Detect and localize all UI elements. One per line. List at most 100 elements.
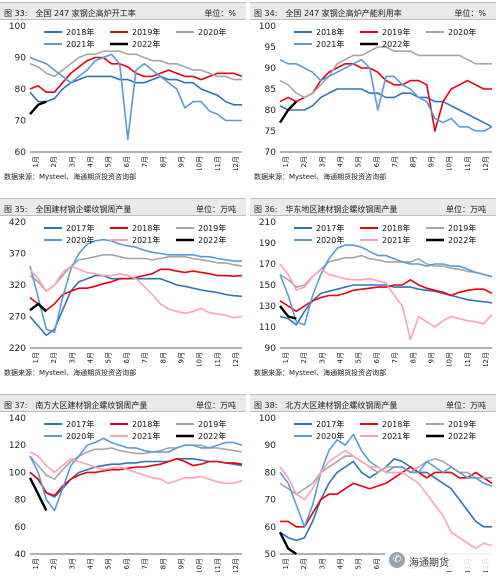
x-tick-label: 11月: [464, 352, 472, 366]
series-line: [29, 302, 48, 313]
legend-label: 2020年: [66, 235, 94, 245]
y-tick-label: 120: [9, 441, 26, 451]
series-line: [29, 457, 243, 497]
series-line: [29, 274, 243, 337]
x-tick-label: 7月: [141, 352, 149, 363]
chart-panel-37: 图 37: 南方大区建材钢企螺纹钢周产量 单位：万吨 40 60 80 100 120 1…: [0, 392, 250, 584]
x-tick-label: 12月: [232, 156, 240, 170]
x-tick-label: 8月: [159, 558, 167, 569]
x-tick-label: 1月: [282, 352, 290, 363]
y-tick-label: 90: [265, 64, 277, 74]
chart-title: 图 38: 北方大区建材钢企螺纹钢周产量: [254, 401, 398, 410]
x-tick-label: 3月: [318, 558, 326, 569]
x-tick-label: 5月: [105, 156, 113, 167]
chart-title: 图 33: 全国 247 家钢企高炉开工率: [4, 9, 136, 18]
series-line: [279, 433, 493, 528]
line-chart: 60 70 80 90 100 1月 2月 3月 4月 5月 6月 7月 8月 9月 10月 11月 12月 20…: [9, 22, 243, 170]
x-tick-label: 9月: [427, 352, 435, 363]
panel-header: 图 38: 北方大区建材钢企螺纹钢周产量 单位：万吨: [250, 394, 496, 412]
series-line: [279, 46, 492, 99]
panel-header: 图 36: 华东地区建材钢企螺纹钢周产量 单位：万吨: [250, 198, 496, 216]
legend-label: 2018年: [382, 419, 410, 429]
chart-title: 图 37: 南方大区建材钢企螺纹钢周产量: [4, 401, 148, 410]
x-tick-label: 4月: [87, 156, 95, 167]
x-tick-label: 1月: [282, 558, 290, 569]
legend-label: 2017年: [66, 223, 94, 233]
series-line: [29, 444, 243, 480]
x-tick-label: 10月: [196, 156, 204, 170]
x-tick-label: 5月: [105, 352, 113, 363]
chart-unit: 单位：%: [454, 9, 486, 18]
series-line: [279, 284, 493, 326]
watermark-text: 海通期货: [409, 558, 449, 569]
series-line: [29, 451, 243, 485]
series-line: [29, 265, 243, 319]
x-tick-label: 7月: [141, 156, 149, 167]
x-tick-label: 5月: [355, 156, 363, 167]
chart-panel-36: 图 36: 华东地区建材钢企螺纹钢周产量 单位：万吨 90 110 130 150 17…: [250, 196, 500, 388]
series-line: [28, 477, 48, 512]
chart-title: 图 34: 全国 247 家钢企高炉产能利用率: [254, 9, 402, 18]
x-tick-label: 4月: [337, 558, 345, 569]
x-tick-label: 6月: [123, 558, 131, 569]
legend-label: 2020年: [448, 27, 476, 37]
series-line: [279, 449, 493, 550]
chart-panel-34: 图 34: 全国 247 家钢企高炉产能利用率 单位：% 70 75 80 85 90 9…: [250, 0, 500, 192]
x-tick-label: 12月: [232, 352, 240, 366]
x-tick-label: 4月: [337, 156, 345, 167]
x-tick-label: 3月: [68, 558, 76, 569]
legend-label: 2019年: [448, 419, 476, 429]
chart-source: 数据来源：Mysteel、海通期货投资咨询部: [4, 173, 137, 181]
legend-label: 2018年: [316, 27, 344, 37]
chart-title: 图 35: 全国建材钢企螺纹钢周产量: [4, 205, 132, 214]
series-line: [29, 437, 243, 512]
x-tick-label: 2月: [300, 352, 308, 363]
series-line: [279, 263, 493, 341]
legend-label: 2019年: [132, 27, 160, 37]
x-tick-label: 6月: [123, 156, 131, 167]
x-tick-label: 10月: [446, 156, 454, 170]
legend-label: 2020年: [316, 431, 344, 441]
legend-label: 2022年: [198, 431, 226, 441]
x-tick-label: 3月: [318, 352, 326, 363]
x-tick-label: 12月: [482, 156, 490, 170]
series-line: [279, 244, 493, 326]
wechat-icon: ✆: [389, 552, 405, 568]
y-tick-label: 320: [9, 281, 26, 291]
x-tick-label: 1月: [32, 352, 40, 363]
x-tick-label: 9月: [427, 156, 435, 167]
series-line: [29, 268, 243, 311]
line-chart: 40 60 80 100 120 140 1月 2月 3月 4月 5月 6月 7月 8月 9月 10月 11月 1…: [9, 414, 243, 572]
x-tick-label: 9月: [177, 352, 185, 363]
y-tick-label: 95: [265, 43, 276, 53]
x-tick-label: 9月: [177, 558, 185, 569]
series-line: [29, 53, 242, 141]
x-tick-label: 11月: [214, 352, 222, 366]
legend-label: 2021年: [316, 39, 344, 49]
x-tick-label: 8月: [159, 156, 167, 167]
x-tick-label: 9月: [177, 156, 185, 167]
x-tick-label: 2月: [50, 156, 58, 167]
legend-label: 2022年: [382, 39, 410, 49]
legend-label: 2021年: [382, 235, 410, 245]
legend-label: 2022年: [198, 235, 226, 245]
y-tick-label: 100: [259, 22, 276, 32]
x-tick-label: 8月: [409, 156, 417, 167]
legend-label: 2018年: [382, 223, 410, 233]
y-tick-label: 270: [9, 313, 26, 323]
x-tick-label: 1月: [32, 558, 40, 569]
x-tick-label: 5月: [105, 558, 113, 569]
series-line: [280, 466, 493, 528]
series-line: [29, 253, 243, 293]
x-tick-label: 2月: [300, 558, 308, 569]
x-tick-label: 2月: [50, 558, 58, 569]
chart-panel-33: 图 33: 全国 247 家钢企高炉开工率 单位：% 60 70 80 90 100 1月…: [0, 0, 250, 192]
legend-label: 2021年: [132, 235, 160, 245]
line-chart: 50607080901001月2月3月4月5月6月7月8月9月10月11月12月…: [259, 414, 493, 572]
y-tick-label: 170: [259, 260, 276, 270]
y-tick-label: 90: [265, 344, 277, 354]
x-tick-label: 4月: [87, 558, 95, 569]
x-tick-label: 12月: [232, 558, 240, 572]
legend-label: 2019年: [382, 27, 410, 37]
y-tick-label: 90: [265, 441, 277, 451]
